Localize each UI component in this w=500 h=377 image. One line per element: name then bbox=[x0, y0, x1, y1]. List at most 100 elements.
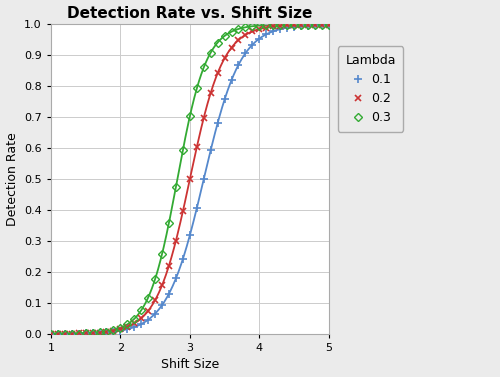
0.1 bbox=[242, 51, 248, 55]
0.3 bbox=[305, 22, 311, 27]
0.2 bbox=[82, 331, 88, 336]
0.2 bbox=[312, 22, 318, 27]
Line: 0.3: 0.3 bbox=[48, 22, 332, 337]
0.3 bbox=[291, 22, 297, 27]
0.1 bbox=[228, 78, 234, 82]
0.3 bbox=[159, 252, 165, 256]
0.3 bbox=[208, 50, 214, 55]
0.2 bbox=[187, 177, 193, 181]
0.3 bbox=[242, 25, 248, 29]
0.1 bbox=[201, 177, 207, 181]
0.1 bbox=[208, 148, 214, 152]
0.3 bbox=[48, 331, 54, 336]
0.1 bbox=[104, 330, 110, 335]
0.1 bbox=[270, 29, 276, 34]
0.2 bbox=[76, 331, 82, 336]
0.2 bbox=[214, 71, 220, 75]
0.1 bbox=[222, 97, 228, 102]
0.3 bbox=[138, 308, 144, 313]
0.3 bbox=[62, 331, 68, 336]
0.2 bbox=[62, 331, 68, 336]
X-axis label: Shift Size: Shift Size bbox=[160, 359, 219, 371]
0.1 bbox=[159, 303, 165, 307]
0.3 bbox=[187, 114, 193, 118]
0.3 bbox=[68, 331, 74, 336]
0.3 bbox=[256, 23, 262, 28]
0.1 bbox=[214, 121, 220, 125]
0.1 bbox=[82, 331, 88, 336]
0.1 bbox=[62, 331, 68, 336]
0.1 bbox=[96, 331, 102, 335]
0.2 bbox=[305, 23, 311, 27]
0.1 bbox=[187, 233, 193, 238]
0.1 bbox=[256, 36, 262, 41]
0.2 bbox=[277, 23, 283, 28]
0.2 bbox=[166, 263, 172, 268]
0.2 bbox=[104, 329, 110, 334]
0.2 bbox=[326, 22, 332, 27]
0.2 bbox=[201, 115, 207, 120]
0.2 bbox=[228, 45, 234, 50]
0.3 bbox=[90, 331, 96, 335]
0.1 bbox=[194, 206, 200, 210]
0.2 bbox=[284, 23, 290, 28]
0.2 bbox=[68, 331, 74, 336]
0.3 bbox=[55, 331, 61, 336]
0.3 bbox=[166, 220, 172, 225]
0.2 bbox=[124, 325, 130, 329]
0.2 bbox=[152, 298, 158, 302]
0.3 bbox=[277, 23, 283, 27]
0.2 bbox=[264, 25, 270, 30]
0.2 bbox=[173, 238, 179, 243]
0.1 bbox=[326, 23, 332, 27]
0.1 bbox=[305, 23, 311, 28]
0.3 bbox=[270, 23, 276, 27]
0.3 bbox=[124, 322, 130, 326]
0.2 bbox=[242, 33, 248, 37]
0.1 bbox=[166, 291, 172, 296]
0.1 bbox=[291, 25, 297, 29]
0.3 bbox=[236, 27, 242, 31]
0.1 bbox=[132, 325, 138, 329]
0.2 bbox=[256, 27, 262, 31]
0.3 bbox=[298, 22, 304, 27]
0.2 bbox=[138, 316, 144, 320]
Line: 0.1: 0.1 bbox=[46, 21, 333, 338]
0.1 bbox=[124, 327, 130, 331]
0.2 bbox=[145, 308, 151, 313]
0.1 bbox=[152, 311, 158, 316]
0.3 bbox=[201, 65, 207, 70]
0.2 bbox=[250, 29, 256, 34]
0.1 bbox=[284, 25, 290, 30]
0.2 bbox=[208, 90, 214, 95]
0.3 bbox=[145, 295, 151, 300]
0.3 bbox=[104, 329, 110, 334]
Title: Detection Rate vs. Shift Size: Detection Rate vs. Shift Size bbox=[67, 6, 312, 21]
0.2 bbox=[96, 330, 102, 335]
0.1 bbox=[68, 331, 74, 336]
0.3 bbox=[319, 22, 325, 27]
0.1 bbox=[138, 322, 144, 326]
0.3 bbox=[264, 23, 270, 28]
Y-axis label: Detection Rate: Detection Rate bbox=[6, 132, 18, 226]
0.1 bbox=[319, 23, 325, 27]
0.1 bbox=[277, 27, 283, 31]
0.1 bbox=[180, 257, 186, 261]
0.3 bbox=[228, 29, 234, 34]
Legend: 0.1, 0.2, 0.3: 0.1, 0.2, 0.3 bbox=[338, 46, 404, 132]
0.1 bbox=[55, 331, 61, 336]
0.3 bbox=[82, 331, 88, 336]
0.2 bbox=[48, 331, 54, 336]
0.3 bbox=[326, 22, 332, 27]
0.2 bbox=[194, 145, 200, 149]
0.1 bbox=[236, 63, 242, 67]
0.1 bbox=[48, 331, 54, 336]
0.3 bbox=[96, 330, 102, 335]
0.2 bbox=[55, 331, 61, 336]
0.2 bbox=[180, 209, 186, 213]
0.1 bbox=[145, 317, 151, 322]
0.1 bbox=[264, 32, 270, 37]
0.2 bbox=[298, 23, 304, 27]
0.1 bbox=[298, 24, 304, 28]
0.3 bbox=[284, 22, 290, 27]
